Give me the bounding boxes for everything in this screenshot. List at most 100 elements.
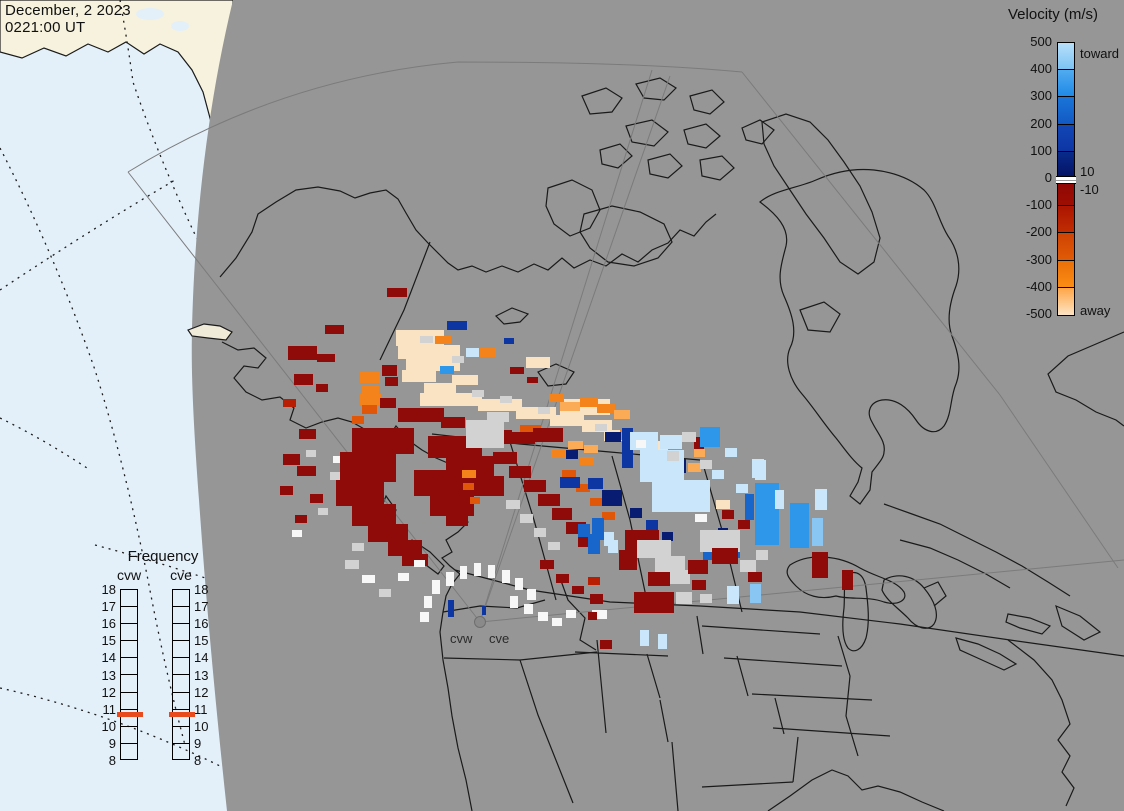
echo-cell [560, 477, 580, 488]
echo-cell [540, 560, 554, 569]
echo-cell [510, 367, 524, 374]
echo-cell [316, 384, 328, 392]
velocity-colorbar-segment [1058, 124, 1074, 152]
echo-cell [388, 540, 422, 556]
frequency-tick-label: 14 [194, 650, 209, 666]
frequency-scale-cell [173, 693, 189, 710]
echo-cell [608, 540, 618, 553]
frequency-scale-cell [121, 710, 137, 727]
great-bear-lake [494, 307, 530, 325]
state-borders [442, 577, 891, 811]
baffin-island [761, 113, 881, 275]
frequency-tick-label: 12 [101, 684, 116, 700]
echo-cell [520, 425, 541, 433]
echo-cell [462, 476, 504, 496]
echo-cell [566, 610, 576, 618]
echo-cell [466, 420, 504, 448]
echo-cell [660, 435, 682, 449]
echo-cell [550, 415, 584, 426]
echo-cell [441, 417, 465, 428]
echo-cell [362, 386, 379, 396]
alberta-sask-border [611, 455, 649, 607]
echo-cell [446, 456, 494, 478]
fov-lower-edge [479, 559, 1124, 623]
velocity-tick-label: -400 [1025, 278, 1052, 294]
echo-cell [756, 550, 768, 560]
echo-cell [576, 484, 590, 492]
echo-cell [588, 534, 600, 554]
frequency-scale-cell [121, 590, 137, 608]
echo-cell [694, 437, 704, 450]
echo-cell [288, 346, 317, 360]
alaska-yukon-border [379, 241, 431, 361]
echo-cell [340, 452, 396, 482]
echo-cell [622, 428, 633, 468]
echo-cell [432, 580, 440, 594]
frequency-marker [117, 712, 143, 718]
echo-cell [552, 618, 562, 626]
echo-cell [299, 429, 316, 439]
echo-cell [352, 428, 414, 454]
echo-cell [740, 560, 756, 572]
frequency-tick-label: 9 [194, 735, 202, 751]
echo-cell [572, 586, 584, 594]
hudson-bay [759, 168, 960, 505]
echo-cell [700, 530, 740, 552]
echo-cell [318, 508, 328, 515]
echo-cell [435, 336, 451, 344]
echo-cell [812, 552, 828, 578]
echo-cell [382, 365, 397, 376]
echo-cell [560, 402, 580, 411]
echo-cell [676, 592, 692, 604]
radar-site-dot [474, 616, 486, 628]
lake-ontario [1005, 613, 1052, 635]
zero-lower-label: -10 [1080, 182, 1099, 197]
echo-cell [333, 456, 344, 463]
echo-cell [614, 410, 630, 419]
echo-cell [590, 498, 603, 506]
frequency-tick-label: 12 [194, 684, 209, 700]
velocity-tick-label: -200 [1025, 224, 1052, 240]
velocity-tick-label: 500 [1030, 34, 1052, 49]
date-label: December, 2 2023 [5, 2, 131, 19]
echo-cell [588, 478, 603, 489]
echo-cell [646, 520, 658, 530]
echo-cell [414, 560, 425, 567]
echo-cell [506, 500, 520, 509]
fov-top-arc [127, 61, 743, 173]
echo-cell [480, 348, 496, 357]
frequency-scale-cell [173, 744, 189, 761]
echo-cell [398, 573, 409, 581]
echo-cell [460, 566, 467, 579]
echo-cell [510, 596, 518, 608]
echo-cell [440, 366, 454, 374]
echo-cell [466, 348, 479, 357]
frequency-scale-cell [121, 607, 137, 625]
echo-cell [682, 432, 696, 442]
echo-cell [360, 372, 380, 383]
echo-cell [584, 445, 598, 453]
echo-cell [446, 514, 468, 526]
echo-cell [292, 530, 302, 537]
echo-cell [619, 550, 637, 570]
echo-cell [590, 594, 603, 604]
velocity-tick-label: -100 [1025, 197, 1052, 213]
echo-cell [424, 383, 456, 394]
echo-cell [424, 596, 432, 608]
echo-cell [527, 589, 536, 600]
frequency-tick-label: 15 [101, 633, 116, 649]
frequency-tick-label: 8 [194, 753, 202, 768]
time-label: 0221:00 UT [5, 19, 86, 36]
frequency-tick-label: 18 [101, 582, 116, 597]
echo-cell [534, 528, 546, 537]
echo-cell [398, 408, 444, 422]
frequency-scale-cell [121, 641, 137, 659]
us-canada-border [454, 569, 1124, 657]
gulf-coast [767, 769, 945, 811]
echo-cell [588, 577, 600, 585]
velocity-tick-label: -300 [1025, 251, 1052, 267]
echo-cell [310, 494, 323, 503]
echo-cell [360, 394, 381, 405]
velocity-legend: Velocity (m/s) 500 400 300 200 100 0 -100 -200 -… [1000, 4, 1124, 330]
